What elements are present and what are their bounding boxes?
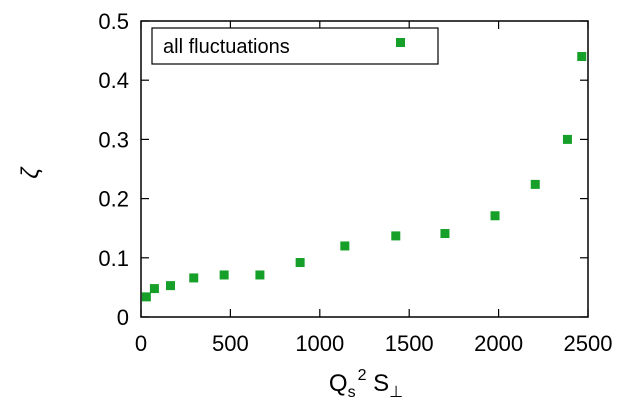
x-tick-label: 500 xyxy=(212,331,249,356)
x-tick-label: 1000 xyxy=(295,331,344,356)
y-tick-label: 0.1 xyxy=(98,246,129,271)
data-point xyxy=(340,241,350,251)
x-tick-label: 2500 xyxy=(564,331,613,356)
data-point xyxy=(391,231,401,241)
legend-marker xyxy=(396,38,405,47)
data-point xyxy=(295,258,305,268)
axis-ticks xyxy=(140,20,589,318)
data-point xyxy=(577,52,587,62)
data-points xyxy=(141,52,587,302)
data-point xyxy=(141,292,151,302)
data-point xyxy=(149,284,159,294)
x-tick-label: 2000 xyxy=(474,331,523,356)
tick-labels: 0 500 1000 1500 2000 2500 0 0.1 0.2 0.3 0.4 0.5 xyxy=(98,9,612,356)
y-tick-label: 0.3 xyxy=(98,127,129,152)
y-tick-label: 0 xyxy=(117,305,129,330)
legend-label: all fluctuations xyxy=(163,36,290,58)
plot-frame xyxy=(140,20,589,318)
data-point xyxy=(530,179,540,189)
x-axis-label: Qs2 S⊥ xyxy=(329,367,403,401)
y-axis-label: ζ xyxy=(17,166,44,179)
x-tick-label: 1500 xyxy=(385,331,434,356)
data-point xyxy=(440,229,450,239)
y-tick-label: 0.2 xyxy=(98,187,129,212)
legend: all fluctuations xyxy=(151,27,439,65)
data-point xyxy=(166,281,176,291)
legend-box xyxy=(151,27,439,65)
x-tick-label: 0 xyxy=(135,331,147,356)
data-point xyxy=(562,134,572,144)
data-point xyxy=(255,270,265,280)
data-point xyxy=(490,211,500,221)
y-tick-label: 0.4 xyxy=(98,68,129,93)
data-point xyxy=(219,270,229,280)
y-tick-label: 0.5 xyxy=(98,9,129,34)
data-point xyxy=(189,273,199,283)
